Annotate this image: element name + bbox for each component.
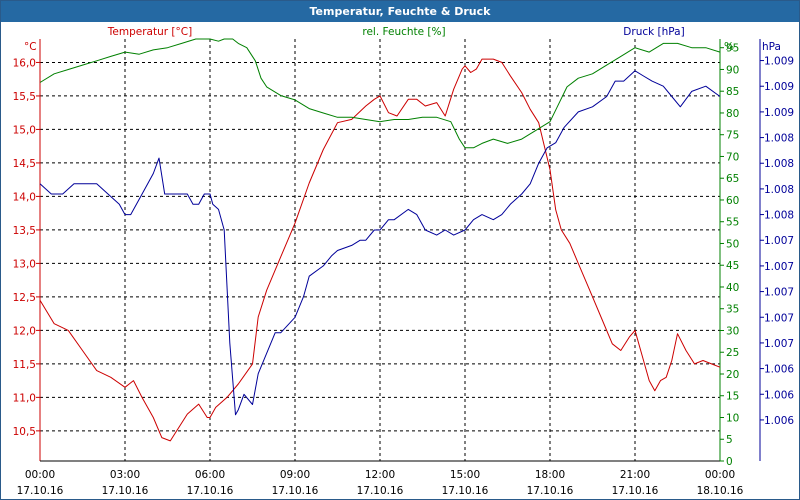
humidity-tick-label: 75 (726, 130, 739, 142)
pressure-tick-label: 1.007 (764, 287, 794, 299)
humidity-tick-label: 0 (726, 456, 733, 468)
humidity-tick-label: 30 (726, 325, 739, 337)
x-tick-date: 17.10.16 (527, 485, 574, 497)
humidity-tick-label: 35 (726, 304, 739, 316)
pressure-tick-label: 1.007 (764, 312, 794, 324)
temperature-tick-label: 15,0 (13, 124, 36, 136)
humidity-tick-label: 10 (726, 412, 739, 424)
humidity-tick-label: 60 (726, 195, 739, 207)
x-tick-date: 17.10.16 (187, 485, 234, 497)
humidity-axis: 0 5 10 15 20 25 30 35 40 45 50 55 60 65 70 75 80 85 90 95% r… (362, 26, 739, 468)
x-tick-date: 17.10.16 (612, 485, 659, 497)
time-axis: 00:00 17.10.16 03:00 17.10.16 06:00 17.10.16 0… (17, 469, 744, 497)
x-tick-time: 21:00 (620, 469, 650, 481)
x-tick-time: 06:00 (195, 469, 225, 481)
temperature-axis-title: Temperatur [°C] (107, 26, 192, 38)
humidity-tick-label: 90 (726, 64, 739, 76)
x-tick-date: 17.10.16 (102, 485, 149, 497)
x-tick-time: 09:00 (280, 469, 310, 481)
humidity-tick-label: 65 (726, 173, 739, 185)
x-tick-time: 15:00 (450, 469, 480, 481)
x-tick-time: 18:00 (535, 469, 565, 481)
x-tick-date: 17.10.16 (272, 485, 319, 497)
pressure-axis: 1.006 1.006 1.006 1.007 1.007 1.007 1.007 1.007… (623, 26, 794, 427)
x-tick-date: 17.10.16 (17, 485, 64, 497)
humidity-tick-label: 20 (726, 369, 739, 381)
temperature-tick-label: 12,5 (13, 292, 36, 304)
pressure-unit: hPa (762, 41, 781, 53)
plot-frame (39, 39, 761, 462)
pressure-tick-label: 1.009 (764, 81, 794, 93)
chart-title: Temperatur, Feuchte & Druck (1, 1, 799, 22)
humidity-line (39, 38, 721, 149)
temperature-unit: °C (24, 41, 37, 53)
temperature-tick-label: 15,5 (13, 91, 36, 103)
x-tick-time: 00:00 (705, 469, 735, 481)
x-tick-date: 18.10.16 (697, 485, 744, 497)
x-tick-time: 03:00 (110, 469, 140, 481)
humidity-axis-title: rel. Feuchte [%] (362, 26, 445, 38)
humidity-unit: % (724, 41, 734, 53)
humidity-tick-label: 50 (726, 238, 739, 250)
humidity-tick-label: 45 (726, 260, 739, 272)
temperature-tick-label: 11,5 (13, 359, 36, 371)
temperature-line (39, 58, 721, 442)
pressure-tick-label: 1.006 (764, 389, 794, 401)
pressure-tick-label: 1.008 (764, 158, 794, 170)
humidity-tick-label: 15 (726, 391, 739, 403)
temperature-tick-label: 11,0 (13, 392, 36, 404)
pressure-tick-label: 1.008 (764, 210, 794, 222)
pressure-tick-label: 1.007 (764, 235, 794, 247)
x-tick-time: 12:00 (365, 469, 395, 481)
pressure-tick-label: 1.006 (764, 415, 794, 427)
humidity-tick-label: 40 (726, 282, 739, 294)
pressure-tick-label: 1.007 (764, 338, 794, 350)
pressure-tick-label: 1.006 (764, 364, 794, 376)
x-tick-date: 17.10.16 (442, 485, 489, 497)
temperature-tick-label: 12,0 (13, 325, 36, 337)
humidity-tick-label: 70 (726, 151, 739, 163)
humidity-tick-label: 5 (726, 434, 733, 446)
pressure-tick-label: 1.008 (764, 184, 794, 196)
temperature-tick-label: 13,0 (13, 258, 36, 270)
pressure-tick-label: 1.008 (764, 133, 794, 145)
humidity-tick-label: 25 (726, 347, 739, 359)
pressure-tick-label: 1.009 (764, 56, 794, 68)
x-tick-time: 00:00 (25, 469, 55, 481)
temperature-tick-label: 16,0 (13, 57, 36, 69)
x-tick-date: 17.10.16 (357, 485, 404, 497)
temperature-tick-label: 13,5 (13, 225, 36, 237)
humidity-tick-label: 80 (726, 108, 739, 120)
temperature-axis: 10,5 11,0 11,5 12,0 12,5 13,0 13,5 14,0 14,5 15,0… (13, 26, 193, 438)
humidity-tick-label: 55 (726, 217, 739, 229)
pressure-tick-label: 1.007 (764, 261, 794, 273)
temperature-tick-label: 14,0 (13, 191, 36, 203)
humidity-tick-label: 95 (726, 43, 739, 55)
temperature-tick-label: 10,5 (13, 426, 36, 438)
pressure-axis-title: Druck [hPa] (623, 26, 684, 38)
pressure-tick-label: 1.009 (764, 107, 794, 119)
humidity-tick-label: 85 (726, 86, 739, 98)
pressure-line (39, 70, 721, 416)
temperature-tick-label: 14,5 (13, 158, 36, 170)
series-layer (39, 38, 721, 442)
